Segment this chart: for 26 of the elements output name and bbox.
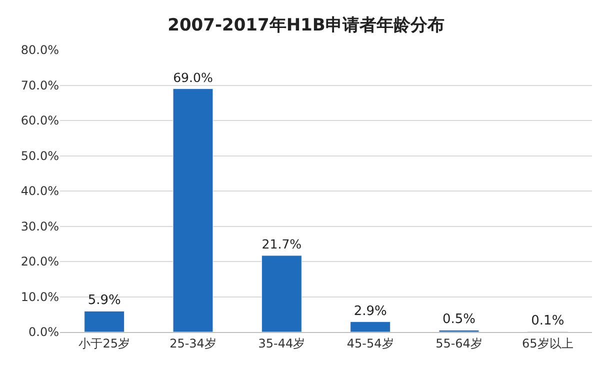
x-tick-label: 25-34岁: [170, 336, 216, 350]
x-tick-label: 35-44岁: [258, 336, 306, 350]
y-tick-label: 80.0%: [20, 43, 59, 58]
data-label: 5.9%: [88, 293, 121, 308]
y-tick-label: 40.0%: [20, 184, 59, 198]
data-label: 21.7%: [262, 236, 302, 252]
y-tick-label: 50.0%: [20, 148, 59, 163]
data-label: 0.5%: [442, 312, 476, 328]
data-label: 69.0%: [173, 70, 214, 85]
y-tick-label: 70.0%: [20, 78, 59, 92]
x-tick-label: 65岁以上: [522, 336, 574, 350]
x-tick-label: 55-64岁: [436, 336, 482, 350]
chart-title: 2007-2017年H1B申请者年龄分布: [168, 15, 444, 36]
y-tick-label: 10.0%: [20, 290, 59, 304]
x-tick-label: 45-54岁: [346, 336, 394, 350]
data-label: 0.1%: [531, 314, 564, 329]
x-tick-label: 小于25岁: [78, 336, 130, 350]
data-label: 2.9%: [354, 304, 387, 319]
y-tick-label: 60.0%: [20, 114, 59, 128]
y-tick-label: 0.0%: [28, 325, 59, 340]
bar: [172, 88, 214, 332]
y-tick-label: 20.0%: [20, 254, 59, 269]
y-tick-label: 30.0%: [20, 219, 59, 234]
bar: [84, 310, 125, 332]
bar: [261, 255, 302, 332]
bar: [350, 322, 391, 332]
